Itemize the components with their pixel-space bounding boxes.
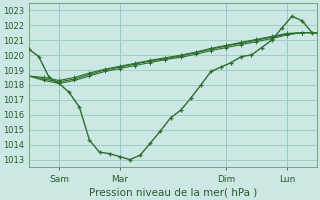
X-axis label: Pression niveau de la mer( hPa ): Pression niveau de la mer( hPa ) [89,187,257,197]
